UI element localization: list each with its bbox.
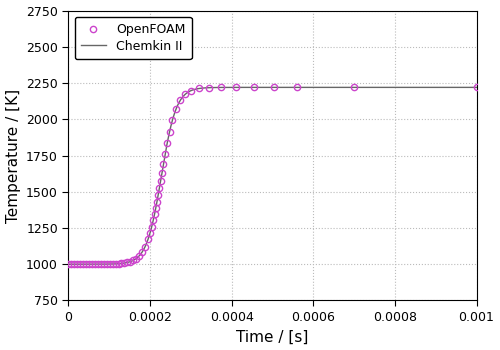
Chemkin II <box>423 85 429 90</box>
OpenFOAM <box>158 178 164 183</box>
OpenFOAM <box>152 212 158 217</box>
Line: Chemkin II: Chemkin II <box>68 88 476 264</box>
OpenFOAM <box>155 193 161 197</box>
Line: OpenFOAM: OpenFOAM <box>66 84 480 267</box>
Chemkin II <box>112 262 118 266</box>
Chemkin II <box>422 85 428 90</box>
OpenFOAM <box>474 85 480 90</box>
OpenFOAM <box>66 262 71 266</box>
X-axis label: Time / [s]: Time / [s] <box>236 329 308 344</box>
OpenFOAM <box>68 262 74 266</box>
OpenFOAM <box>170 118 175 122</box>
Y-axis label: Temperature / [K]: Temperature / [K] <box>6 89 20 223</box>
Chemkin II <box>240 85 246 90</box>
Chemkin II <box>222 85 228 90</box>
Chemkin II <box>66 262 71 266</box>
Legend: OpenFOAM, Chemkin II: OpenFOAM, Chemkin II <box>74 17 192 59</box>
Chemkin II <box>136 254 142 258</box>
Chemkin II <box>466 85 471 90</box>
Chemkin II <box>474 85 480 90</box>
OpenFOAM <box>124 260 130 265</box>
